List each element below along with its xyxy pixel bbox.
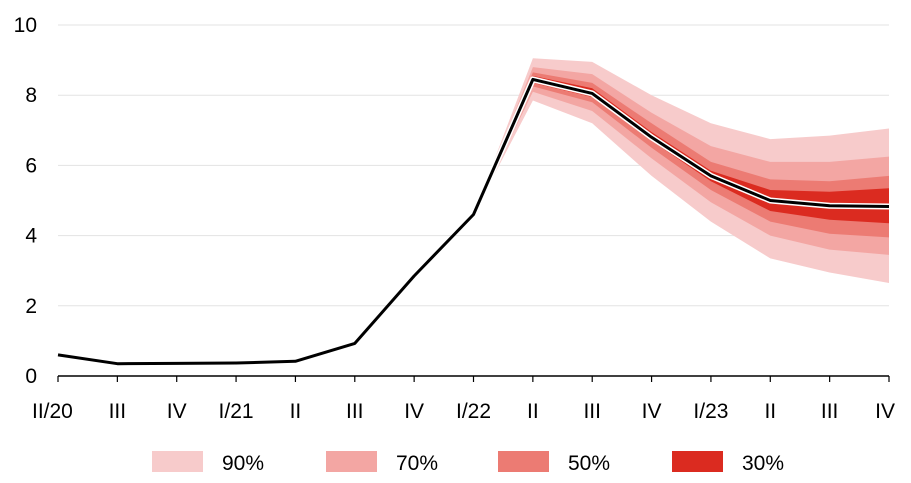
legend-swatch	[498, 451, 549, 472]
central-line	[57, 76, 890, 366]
legend-label: 70%	[396, 452, 438, 475]
y-tick-label: 2	[25, 295, 37, 318]
central-projection-line	[57, 77, 890, 366]
legend-swatch	[152, 451, 203, 472]
x-tick-label: III	[821, 400, 839, 423]
y-tick-label: 0	[25, 365, 37, 388]
x-tick-label: I/21	[219, 400, 254, 423]
legend-label: 50%	[568, 452, 610, 475]
x-tick-label: I/23	[693, 400, 728, 423]
x-tick-label: I/22	[456, 400, 491, 423]
x-tick-label: II	[764, 400, 776, 423]
x-tick-label: III	[109, 400, 127, 423]
x-tick-label: III	[346, 400, 364, 423]
x-tick-label: II	[527, 400, 539, 423]
legend-swatch	[672, 451, 723, 472]
y-tick-label: 4	[25, 225, 37, 248]
x-tick-label: IV	[875, 400, 895, 423]
legend-label: 30%	[742, 452, 784, 475]
x-tick-label: II/20	[32, 400, 73, 423]
legend-label: 90%	[222, 452, 264, 475]
y-axis-ticks: 0 2 4 6 8 10	[14, 14, 38, 388]
y-tick-label: 8	[25, 84, 37, 107]
y-tick-label: 10	[14, 14, 37, 37]
legend: 90% 70% 50% 30%	[152, 451, 784, 475]
x-tick-label: II	[290, 400, 302, 423]
x-tick-label: IV	[642, 400, 662, 423]
x-tick-label: IV	[167, 400, 187, 423]
x-tick-label: III	[583, 400, 601, 423]
legend-swatch	[326, 451, 377, 472]
x-axis-ticks: II/20 III IV I/21 II III IV I/22 II III IV I/23 II II…	[32, 376, 895, 423]
fan-bands	[473, 58, 889, 283]
x-tick-label: IV	[404, 400, 424, 423]
y-tick-label: 6	[25, 154, 37, 177]
